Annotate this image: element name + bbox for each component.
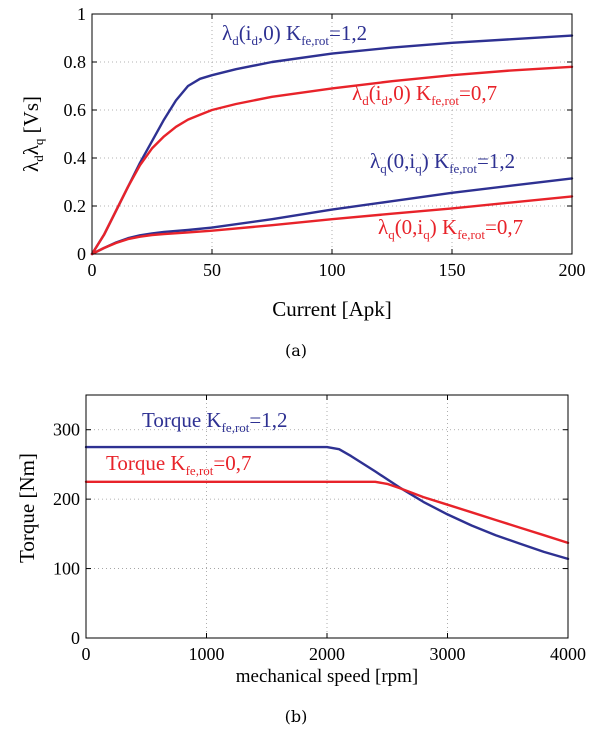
y-tick-label: 100 — [53, 559, 80, 579]
series-group-b — [84, 445, 570, 561]
plot-frame-b — [85, 394, 569, 639]
y-tick-label: 300 — [53, 420, 80, 440]
caption-b: (b) — [285, 707, 308, 726]
series-line-a-2 — [90, 65, 574, 256]
annotation-lambda-q-0-7: λq(0,iq) Kfe,rot=0,7 — [378, 215, 523, 242]
annotation-torque-1-2: Torque Kfe,rot=1,2 — [142, 408, 287, 435]
x-tick-label: 2000 — [309, 644, 345, 664]
annotation-lambda-d-1-2: λd(id,0) Kfe,rot=1,2 — [222, 21, 367, 48]
ticks-b: 0 1000 2000 3000 4000 0 100 200 300 — [53, 395, 586, 664]
ticks-a: 0 50 100 150 200 0 0.2 0.4 0.6 0.8 1 — [64, 4, 586, 280]
series-line-a-4 — [90, 195, 574, 256]
y-tick-label: 0.2 — [64, 196, 87, 216]
x-tick-label: 50 — [203, 260, 221, 280]
chart-panel-a: 0 50 100 150 200 0 0.2 0.4 0.6 0.8 1 Current [Apk]… — [19, 4, 586, 360]
series-line-b-2 — [84, 480, 570, 545]
plot-frame-a — [91, 13, 573, 255]
x-axis-label-a: Current [Apk] — [272, 297, 392, 321]
series-group-a — [90, 34, 574, 256]
grid-b — [86, 395, 568, 638]
x-tick-label: 3000 — [430, 644, 466, 664]
y-axis-label-a: λdλq [Vs] — [19, 96, 46, 172]
y-tick-label: 0.8 — [64, 52, 87, 72]
x-tick-label: 0 — [82, 644, 91, 664]
x-tick-label: 150 — [439, 260, 466, 280]
x-tick-label: 0 — [88, 260, 97, 280]
x-tick-label: 100 — [319, 260, 346, 280]
caption-a: (a) — [285, 341, 307, 360]
y-tick-label: 0 — [71, 628, 80, 648]
y-axis-label-b: Torque [Nm] — [15, 453, 39, 563]
y-tick-label: 1 — [77, 4, 86, 24]
y-tick-label: 0.6 — [64, 100, 87, 120]
y-tick-label: 0 — [77, 244, 86, 264]
series-line-b-1 — [84, 445, 570, 561]
x-tick-label: 200 — [559, 260, 586, 280]
x-axis-label-b: mechanical speed [rpm] — [236, 666, 419, 687]
annotation-torque-0-7: Torque Kfe,rot=0,7 — [106, 451, 251, 478]
y-tick-label: 200 — [53, 489, 80, 509]
annotation-lambda-q-1-2: λq(0,iq) Kfe,rot=1,2 — [370, 149, 515, 176]
x-tick-label: 1000 — [189, 644, 225, 664]
x-tick-label: 4000 — [550, 644, 586, 664]
y-tick-label: 0.4 — [64, 148, 87, 168]
chart-panel-b: 0 1000 2000 3000 4000 0 100 200 300 mechanical s… — [15, 394, 586, 726]
annotation-lambda-d-0-7: λd(id,0) Kfe,rot=0,7 — [352, 81, 497, 108]
